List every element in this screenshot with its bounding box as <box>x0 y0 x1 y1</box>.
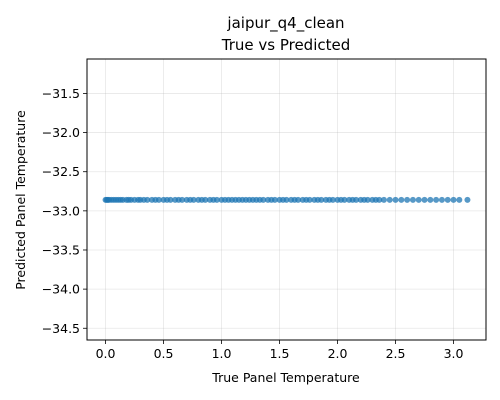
y-axis: −34.5 −34.0 −33.5 −33.0 −32.5 −32.0 −31.5 <box>42 86 87 336</box>
data-point <box>260 196 267 203</box>
x-tick-label: 2.5 <box>386 346 406 361</box>
y-tick-label: −32.0 <box>42 125 80 140</box>
data-points <box>102 196 471 203</box>
data-point <box>398 196 405 203</box>
y-tick-label: −34.0 <box>42 282 80 297</box>
x-axis: 0.0 0.5 1.0 1.5 2.0 2.5 3.0 <box>96 340 464 361</box>
data-point <box>464 196 471 203</box>
data-point <box>415 196 422 203</box>
plot-frame <box>86 58 487 341</box>
data-point <box>438 196 445 203</box>
y-tick-label: −31.5 <box>42 86 80 101</box>
x-axis-label: True Panel Temperature <box>211 370 360 385</box>
data-point <box>364 196 371 203</box>
data-point <box>353 196 360 203</box>
y-axis-label: Predicted Panel Temperature <box>13 110 28 290</box>
data-point <box>427 196 434 203</box>
data-point <box>295 196 302 203</box>
y-tick-label: −33.5 <box>42 242 80 257</box>
data-point <box>318 196 325 203</box>
x-tick-label: 0.5 <box>154 346 174 361</box>
data-point <box>155 196 162 203</box>
data-point <box>329 196 336 203</box>
data-point <box>376 196 383 203</box>
data-point <box>392 196 399 203</box>
y-tick-label: −32.5 <box>42 164 80 179</box>
data-point <box>421 196 428 203</box>
data-point <box>386 196 393 203</box>
x-tick-label: 0.0 <box>96 346 116 361</box>
data-point <box>341 196 348 203</box>
data-point <box>456 196 463 203</box>
data-point <box>409 196 416 203</box>
x-tick-label: 1.0 <box>212 346 232 361</box>
chart-title: jaipur_q4_clean <box>226 14 344 33</box>
data-point <box>190 196 197 203</box>
data-point <box>213 196 220 203</box>
data-point <box>271 196 278 203</box>
data-point <box>444 196 451 203</box>
data-point <box>404 196 411 203</box>
y-tick-label: −34.5 <box>42 321 80 336</box>
data-point <box>380 196 387 203</box>
data-point <box>179 196 186 203</box>
data-point <box>144 196 151 203</box>
data-point <box>283 196 290 203</box>
chart-subtitle: True vs Predicted <box>221 36 351 54</box>
y-tick-label: −33.0 <box>42 203 80 218</box>
data-point <box>433 196 440 203</box>
x-tick-label: 1.5 <box>270 346 290 361</box>
data-point <box>202 196 209 203</box>
data-point <box>167 196 174 203</box>
data-point <box>450 196 457 203</box>
x-tick-label: 2.0 <box>328 346 348 361</box>
data-point <box>306 196 313 203</box>
x-tick-label: 3.0 <box>444 346 464 361</box>
